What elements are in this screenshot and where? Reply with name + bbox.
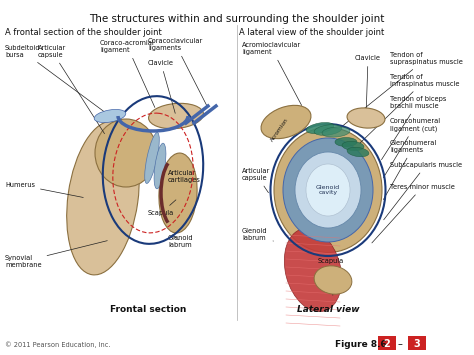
Text: Scapula: Scapula <box>318 258 344 295</box>
Text: Clavicle: Clavicle <box>148 60 175 113</box>
Text: Subdeltoid
bursa: Subdeltoid bursa <box>5 45 108 114</box>
Ellipse shape <box>283 138 373 242</box>
Ellipse shape <box>154 143 166 189</box>
Ellipse shape <box>347 108 385 128</box>
Text: Figure 8.6: Figure 8.6 <box>335 340 387 349</box>
Text: Articular
cartilages: Articular cartilages <box>161 170 201 183</box>
Text: © 2011 Pearson Education, Inc.: © 2011 Pearson Education, Inc. <box>5 341 110 348</box>
Ellipse shape <box>95 119 157 187</box>
Text: Coraco-acromial
ligament: Coraco-acromial ligament <box>100 40 155 108</box>
Text: Coracohumeral
ligament (cut): Coracohumeral ligament (cut) <box>383 118 441 178</box>
Ellipse shape <box>94 109 126 122</box>
Ellipse shape <box>342 141 364 151</box>
Text: 2: 2 <box>383 339 391 349</box>
Ellipse shape <box>274 127 382 252</box>
Ellipse shape <box>306 164 350 216</box>
Text: Humerus: Humerus <box>5 182 83 197</box>
Ellipse shape <box>347 147 369 157</box>
Ellipse shape <box>295 152 361 228</box>
Text: Teres minor muscle: Teres minor muscle <box>372 184 455 243</box>
Ellipse shape <box>148 103 203 129</box>
Text: Tendon of biceps
brachii muscle: Tendon of biceps brachii muscle <box>382 96 447 160</box>
Text: Articular
capsule: Articular capsule <box>38 45 104 134</box>
FancyBboxPatch shape <box>378 336 396 350</box>
Ellipse shape <box>145 132 159 184</box>
Text: Glenoid
labrum: Glenoid labrum <box>168 235 193 248</box>
Text: Acromion: Acromion <box>270 117 290 143</box>
Ellipse shape <box>284 228 342 312</box>
Text: Glenohumeral
ligaments: Glenohumeral ligaments <box>383 140 437 200</box>
Ellipse shape <box>261 105 311 139</box>
Text: Acromioclavicular
ligament: Acromioclavicular ligament <box>242 42 302 105</box>
Text: Frontal section: Frontal section <box>110 305 186 314</box>
Ellipse shape <box>159 153 197 233</box>
Text: Subscapularis muscle: Subscapularis muscle <box>383 162 462 220</box>
Text: Tendon of
infraspinatus muscle: Tendon of infraspinatus muscle <box>360 74 459 143</box>
Ellipse shape <box>314 266 352 294</box>
Ellipse shape <box>322 127 350 137</box>
Text: Coracoclavicular
ligaments: Coracoclavicular ligaments <box>148 38 207 105</box>
Text: Lateral view: Lateral view <box>297 305 359 314</box>
FancyBboxPatch shape <box>408 336 426 350</box>
Text: Scapula: Scapula <box>148 200 176 216</box>
Text: Tendon of
supraspinatus muscle: Tendon of supraspinatus muscle <box>342 52 463 126</box>
Text: The structures within and surrounding the shoulder joint: The structures within and surrounding th… <box>89 14 385 24</box>
Ellipse shape <box>335 137 357 147</box>
Text: A frontal section of the shoulder joint: A frontal section of the shoulder joint <box>5 28 162 37</box>
Text: Glenoid
labrum: Glenoid labrum <box>242 228 273 241</box>
Text: Articular
capsule: Articular capsule <box>242 168 270 193</box>
Text: Glenoid
cavity: Glenoid cavity <box>316 185 340 195</box>
Text: 3: 3 <box>414 339 420 349</box>
Text: Clavicle: Clavicle <box>355 55 381 115</box>
Ellipse shape <box>67 121 139 275</box>
Text: –: – <box>398 339 402 349</box>
Text: Synovial
membrane: Synovial membrane <box>5 241 107 268</box>
Ellipse shape <box>314 125 342 135</box>
Ellipse shape <box>306 122 334 133</box>
Text: A lateral view of the shoulder joint: A lateral view of the shoulder joint <box>239 28 384 37</box>
